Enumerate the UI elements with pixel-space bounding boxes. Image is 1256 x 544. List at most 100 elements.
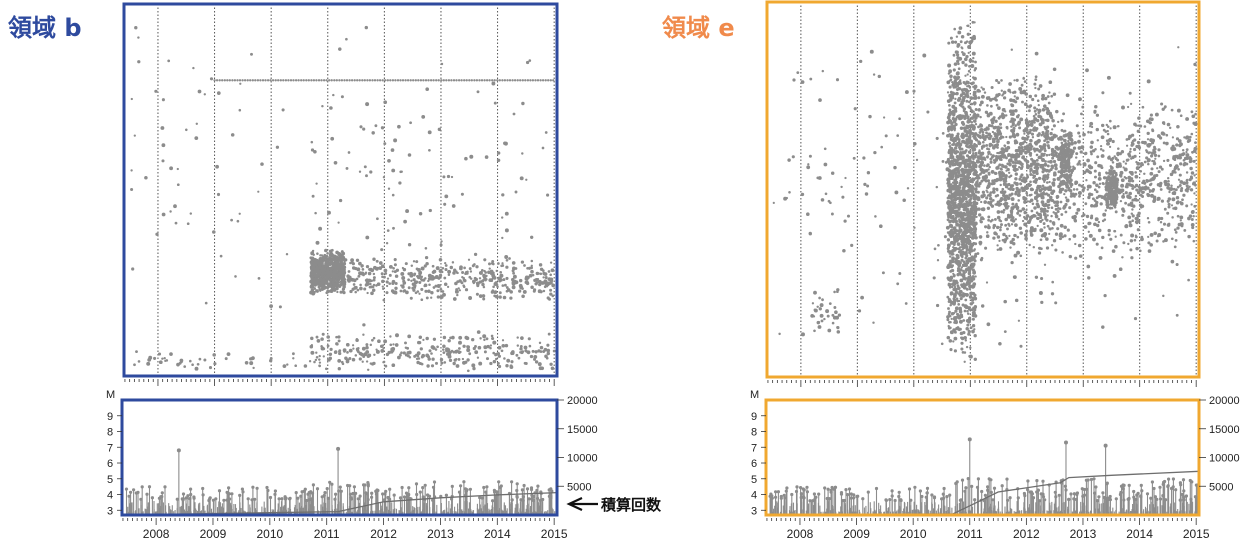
event-dot	[965, 270, 968, 273]
event-dot	[1029, 229, 1034, 233]
event-dot	[489, 361, 493, 366]
event-dot	[455, 349, 459, 353]
event-dot	[473, 79, 476, 82]
magnitude-point	[320, 495, 324, 499]
event-dot	[951, 117, 955, 121]
magnitude-point	[211, 498, 215, 502]
event-dot	[456, 271, 459, 275]
event-dot	[966, 32, 970, 36]
event-dot	[244, 360, 249, 365]
event-dot	[963, 150, 967, 154]
event-dot	[973, 113, 977, 116]
event-dot	[997, 106, 1001, 110]
event-dot	[953, 79, 957, 84]
event-dot	[347, 270, 351, 273]
event-dot	[1006, 140, 1010, 145]
event-dot	[956, 214, 961, 218]
event-dot	[300, 79, 303, 82]
magnitude-point	[421, 486, 425, 490]
event-dot	[352, 283, 356, 286]
event-dot	[442, 348, 445, 351]
event-dot	[952, 149, 956, 152]
event-dot	[1005, 135, 1008, 139]
event-dot	[286, 363, 289, 366]
event-dot	[966, 175, 971, 180]
event-dot	[448, 358, 453, 363]
event-dot	[327, 210, 331, 215]
event-dot	[479, 270, 483, 275]
magnitude-point	[323, 491, 327, 495]
event-dot	[994, 194, 998, 198]
event-dot	[1019, 117, 1024, 122]
event-dot	[961, 139, 966, 144]
event-dot	[432, 337, 437, 341]
event-dot	[965, 40, 969, 43]
magnitude-point	[145, 492, 149, 496]
event-dot	[953, 180, 957, 184]
event-dot	[1039, 214, 1043, 218]
event-dot	[974, 177, 977, 180]
event-dot	[155, 232, 159, 236]
event-dot	[488, 262, 491, 266]
event-dot	[495, 269, 498, 273]
event-dot	[958, 246, 962, 249]
event-dot	[959, 297, 963, 301]
magnitude-point	[532, 494, 536, 499]
event-dot	[971, 212, 975, 216]
event-dot	[974, 236, 978, 240]
event-dot	[973, 357, 977, 361]
magnitude-point	[532, 498, 536, 503]
event-dot	[1000, 168, 1003, 171]
event-dot	[297, 79, 300, 82]
event-dot	[974, 170, 978, 175]
event-dot	[441, 290, 445, 293]
event-dot	[1052, 159, 1057, 164]
event-dot	[956, 71, 960, 76]
event-dot	[369, 343, 373, 347]
event-dot	[501, 284, 505, 287]
event-dot	[971, 60, 975, 63]
event-dot	[976, 88, 981, 93]
event-dot	[359, 283, 362, 287]
event-dot	[501, 343, 506, 348]
magnitude-point	[550, 489, 554, 493]
event-dot	[956, 233, 960, 238]
event-dot	[953, 196, 956, 200]
event-dot	[484, 155, 489, 159]
event-dot	[498, 79, 501, 82]
event-dot	[137, 36, 140, 39]
event-dot	[998, 247, 1003, 251]
event-dot	[358, 261, 362, 266]
event-dot	[1034, 113, 1038, 116]
event-dot	[335, 264, 339, 268]
event-dot	[196, 362, 200, 366]
event-dot	[376, 282, 381, 287]
event-dot	[428, 283, 431, 286]
magnitude-point	[480, 496, 484, 500]
magnitude-point	[459, 484, 463, 488]
event-dot	[446, 174, 451, 179]
event-dot	[341, 251, 346, 256]
event-dot	[962, 269, 966, 273]
event-dot	[464, 360, 468, 364]
event-dot	[492, 340, 497, 345]
magnitude-point	[366, 498, 370, 502]
event-dot	[1002, 96, 1007, 100]
event-dot	[437, 79, 440, 82]
event-dot	[1041, 166, 1045, 171]
event-dot	[504, 228, 509, 233]
event-dot	[194, 136, 199, 140]
event-dot	[418, 280, 422, 285]
event-dot	[473, 252, 478, 257]
event-dot	[463, 79, 466, 82]
magnitude-point	[384, 489, 388, 493]
event-dot	[303, 364, 308, 368]
event-dot	[969, 198, 972, 201]
event-dot	[475, 79, 479, 82]
event-dot	[505, 286, 509, 289]
event-dot	[359, 286, 363, 291]
event-dot	[546, 351, 551, 356]
event-dot	[346, 351, 349, 354]
event-dot	[522, 289, 527, 294]
event-dot	[497, 151, 501, 155]
